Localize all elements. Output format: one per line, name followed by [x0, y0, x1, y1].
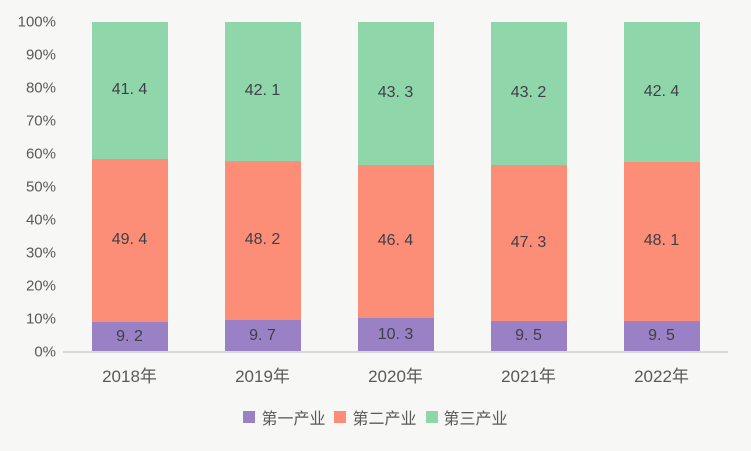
bar-value-label: 47. 3 [510, 233, 547, 251]
y-axis-tick: 100% [17, 13, 56, 31]
legend-label: 第一产业 [261, 411, 326, 428]
bar-segment: 47. 3 [490, 164, 567, 321]
stacked-bar: 41. 4 49. 4 9. 2 [91, 22, 168, 352]
bar-segment: 48. 2 [224, 160, 301, 320]
y-axis-tick: 10% [25, 310, 56, 328]
bar-slot: 43. 3 46. 4 10. 3 [329, 22, 462, 352]
bar-segment: 9. 2 [91, 321, 168, 352]
y-axis-tick: 70% [25, 112, 56, 130]
bar-segment: 46. 4 [357, 164, 434, 319]
legend-swatch [243, 411, 256, 423]
bar-value-label: 46. 4 [377, 232, 414, 250]
y-axis-tick: 20% [25, 277, 56, 295]
y-axis-tick: 60% [25, 145, 56, 163]
y-axis-tick: 80% [25, 79, 56, 97]
bar-value-label: 48. 2 [244, 231, 281, 249]
bar-slot: 42. 1 48. 2 9. 7 [196, 22, 329, 352]
bar-value-label: 43. 2 [510, 84, 547, 102]
bar-value-label: 49. 4 [111, 231, 148, 249]
bar-segment: 49. 4 [91, 158, 168, 322]
x-axis-label: 2021年 [501, 367, 556, 386]
stacked-bar: 42. 4 48. 1 9. 5 [623, 22, 700, 352]
bar-value-label: 42. 4 [643, 82, 680, 100]
bar-segment: 48. 1 [623, 161, 700, 321]
x-axis-line [63, 351, 728, 353]
bar-slot: 43. 2 47. 3 9. 5 [462, 22, 595, 352]
stacked-bar: 43. 3 46. 4 10. 3 [357, 22, 434, 352]
legend-swatch [334, 411, 347, 423]
y-axis-tick: 90% [25, 46, 56, 64]
x-axis-label: 2020年 [368, 367, 423, 386]
y-axis-tick: 40% [25, 211, 56, 229]
bar-value-label: 9. 5 [515, 327, 542, 345]
y-axis-tick: 0% [34, 343, 56, 361]
legend-item: 第三产业 [425, 405, 508, 429]
stacked-bar: 42. 1 48. 2 9. 7 [224, 22, 301, 352]
y-axis-tick: 30% [25, 244, 56, 262]
bar-value-label: 9. 2 [116, 327, 143, 345]
legend: 第一产业 第二产业 第三产业 [0, 405, 751, 429]
bar-value-label: 41. 4 [111, 81, 148, 99]
legend-item: 第一产业 [243, 405, 325, 429]
bar-segment: 41. 4 [91, 22, 168, 159]
bar-slot: 42. 4 48. 1 9. 5 [595, 22, 728, 352]
bar-value-label: 42. 1 [244, 82, 281, 100]
bar-segment: 9. 7 [224, 320, 301, 352]
y-axis-tick: 50% [25, 178, 56, 196]
bar-value-label: 10. 3 [377, 326, 414, 343]
bar-segment: 10. 3 [357, 318, 434, 352]
legend-item: 第二产业 [334, 405, 417, 429]
bar-segment: 43. 2 [490, 22, 567, 165]
bar-value-label: 43. 3 [377, 84, 414, 102]
bar-segment: 9. 5 [623, 320, 700, 352]
legend-label: 第三产业 [443, 411, 508, 428]
legend-label: 第二产业 [352, 411, 417, 428]
plot-area: 41. 4 49. 4 9. 2 42. 1 48. 2 9. 7 43. 3 46. 4 10… [63, 22, 728, 352]
bar-segment: 43. 3 [357, 22, 434, 165]
bar-value-label: 48. 1 [643, 232, 680, 250]
x-axis-label: 2022年 [634, 367, 689, 386]
bar-slot: 41. 4 49. 4 9. 2 [63, 22, 196, 352]
stacked-bar: 43. 2 47. 3 9. 5 [490, 22, 567, 352]
bar-segment: 42. 4 [623, 22, 700, 162]
legend-swatch [425, 411, 438, 423]
bar-value-label: 9. 7 [249, 327, 276, 344]
x-axis-label: 2018年 [102, 367, 157, 386]
x-axis-label: 2019年 [235, 367, 290, 386]
bar-segment: 9. 5 [490, 320, 567, 352]
bar-value-label: 9. 5 [648, 327, 675, 345]
bar-segment: 42. 1 [224, 22, 301, 161]
